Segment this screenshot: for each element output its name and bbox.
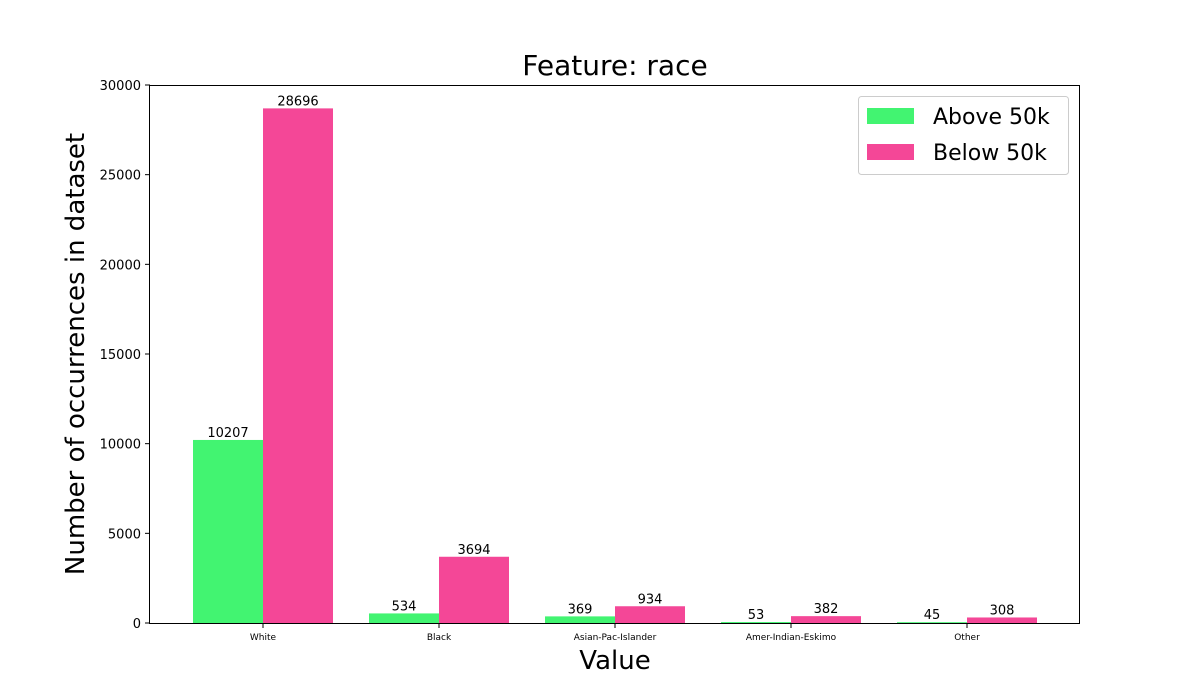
bar-value-label: 45 <box>924 608 941 623</box>
x-tick-label: Asian-Pac-Islander <box>574 633 657 643</box>
bar-value-label: 534 <box>392 599 417 614</box>
y-tick-label: 15000 <box>100 348 141 363</box>
bar-above-50k-2 <box>545 616 615 623</box>
x-tick-label: Other <box>954 633 980 643</box>
y-axis-label: Number of occurrences in dataset <box>61 133 91 575</box>
x-axis-ticks: White Black Asian-Pac-Islander Amer-Indian-… <box>250 623 980 643</box>
bar-value-label: 3694 <box>457 543 490 558</box>
x-tick-label: Black <box>427 633 452 643</box>
bar-below-50k-1 <box>439 556 509 623</box>
bar-below-50k-0 <box>263 108 333 623</box>
x-tick-label: Amer-Indian-Eskimo <box>746 633 837 643</box>
bar-below-50k-4 <box>967 617 1037 623</box>
bar-above-50k-0 <box>193 439 263 623</box>
bar-value-label: 369 <box>568 602 593 617</box>
legend-label: Below 50k <box>933 141 1047 166</box>
bars-layer: 10207 28696 534 3694 369 934 53 382 45 308 <box>193 94 1037 623</box>
y-tick-label: 20000 <box>100 258 141 273</box>
bar-value-label: 53 <box>748 608 765 623</box>
bar-above-50k-3 <box>721 622 791 623</box>
bar-below-50k-3 <box>791 616 861 623</box>
bar-value-label: 382 <box>814 602 839 617</box>
plot-frame <box>149 85 1080 624</box>
legend: Above 50k Below 50k <box>858 96 1069 175</box>
bar-value-label: 28696 <box>277 94 318 109</box>
y-tick-label: 5000 <box>108 527 141 542</box>
bar-above-50k-1 <box>369 613 439 623</box>
legend-swatch-below-50k <box>867 144 914 160</box>
x-tick-label: White <box>250 633 277 643</box>
y-tick-label: 10000 <box>100 438 141 453</box>
bar-value-label: 308 <box>990 603 1015 618</box>
bar-value-label: 934 <box>638 592 663 607</box>
legend-swatch-above-50k <box>867 108 914 124</box>
bar-below-50k-2 <box>615 606 685 623</box>
y-tick-label: 0 <box>133 617 141 632</box>
x-axis-label: Value <box>579 646 650 676</box>
legend-label: Above 50k <box>933 105 1050 130</box>
chart-title: Feature: race <box>522 49 707 82</box>
bar-above-50k-4 <box>897 622 967 623</box>
y-axis-ticks: 0 5000 10000 15000 20000 25000 30000 <box>100 79 150 632</box>
bar-value-label: 10207 <box>207 426 248 441</box>
y-tick-label: 25000 <box>100 169 141 184</box>
y-tick-label: 30000 <box>100 79 141 94</box>
